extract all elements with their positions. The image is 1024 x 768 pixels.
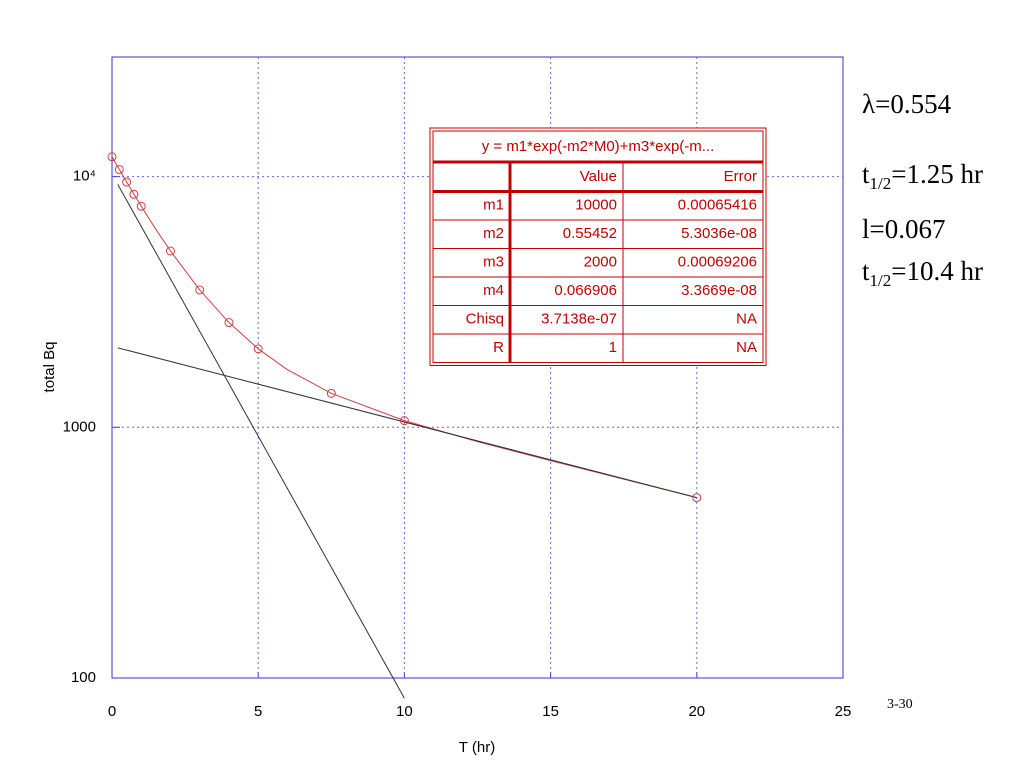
annotation-main: λ=0.554 (862, 89, 952, 119)
table-cell: 0.55452 (563, 225, 617, 242)
data-point (224, 318, 234, 328)
x-axis-label: T (hr) (459, 739, 495, 756)
data-point (114, 165, 124, 175)
table-cell: m2 (483, 225, 504, 242)
table-cell: m1 (483, 197, 504, 214)
data-point (129, 189, 139, 199)
annotation: λ=0.554 (862, 89, 952, 119)
table-cell: Chisq (466, 311, 504, 328)
x-tick-label: 20 (688, 703, 705, 720)
table-inner (432, 130, 764, 363)
table-cell: 10000 (575, 197, 617, 214)
table-cell: NA (736, 339, 757, 356)
table-cell: 0.00069206 (678, 254, 757, 271)
plot-frame (111, 56, 844, 679)
data-point (136, 201, 146, 211)
table-cell: 2000 (584, 254, 617, 271)
table-bg (429, 127, 767, 366)
x-tick-label: 0 (108, 703, 116, 720)
table-title: y = m1*exp(-m2*M0)+m3*exp(-m... (482, 138, 715, 155)
table-header: Value (580, 168, 617, 185)
table-cell: 1 (609, 339, 617, 356)
y-tick-label: 10⁴ (73, 168, 96, 185)
page-number: 3-30 (887, 697, 913, 712)
data-point (195, 285, 205, 295)
table-cell: R (493, 339, 504, 356)
annotation-rest: =1.25 hr (891, 159, 983, 189)
table-header: Error (724, 168, 757, 185)
y-tick-label: 100 (71, 669, 96, 686)
data-point (107, 152, 117, 162)
annotation: t1/2=1.25 hr (862, 159, 983, 193)
x-tick-label: 15 (542, 703, 559, 720)
annotation-main: l=0.067 (862, 214, 945, 244)
table-cell: 0.00065416 (678, 197, 757, 214)
data-point (326, 388, 336, 398)
data-point (692, 493, 702, 503)
annotation-main: t (862, 159, 870, 189)
x-tick-label: 5 (254, 703, 262, 720)
annotation-sub: 1/2 (870, 174, 892, 193)
y-axis-label: total Bq (41, 342, 58, 393)
data-point (253, 344, 263, 354)
annotation: t1/2=10.4 hr (862, 256, 983, 290)
table-cell: m4 (483, 282, 504, 299)
x-tick-label: 25 (835, 703, 852, 720)
y-tick-label: 1000 (63, 418, 96, 435)
annotation-sub: 1/2 (870, 271, 892, 290)
annotation-main: t (862, 256, 870, 286)
table-cell: 0.066906 (554, 282, 617, 299)
table-cell: 3.7138e-07 (541, 311, 617, 328)
x-tick-label: 10 (396, 703, 413, 720)
table-cell: m3 (483, 254, 504, 271)
table-cell: 3.3669e-08 (681, 282, 757, 299)
line-fast (117, 184, 405, 699)
data-point (122, 177, 132, 187)
table-cell: 5.3036e-08 (681, 225, 757, 242)
table-cell: NA (736, 311, 757, 328)
annotation-rest: =10.4 hr (891, 256, 983, 286)
line-slow (117, 347, 697, 499)
annotation: l=0.067 (862, 214, 945, 244)
data-point (165, 246, 175, 256)
data-point (399, 416, 409, 426)
